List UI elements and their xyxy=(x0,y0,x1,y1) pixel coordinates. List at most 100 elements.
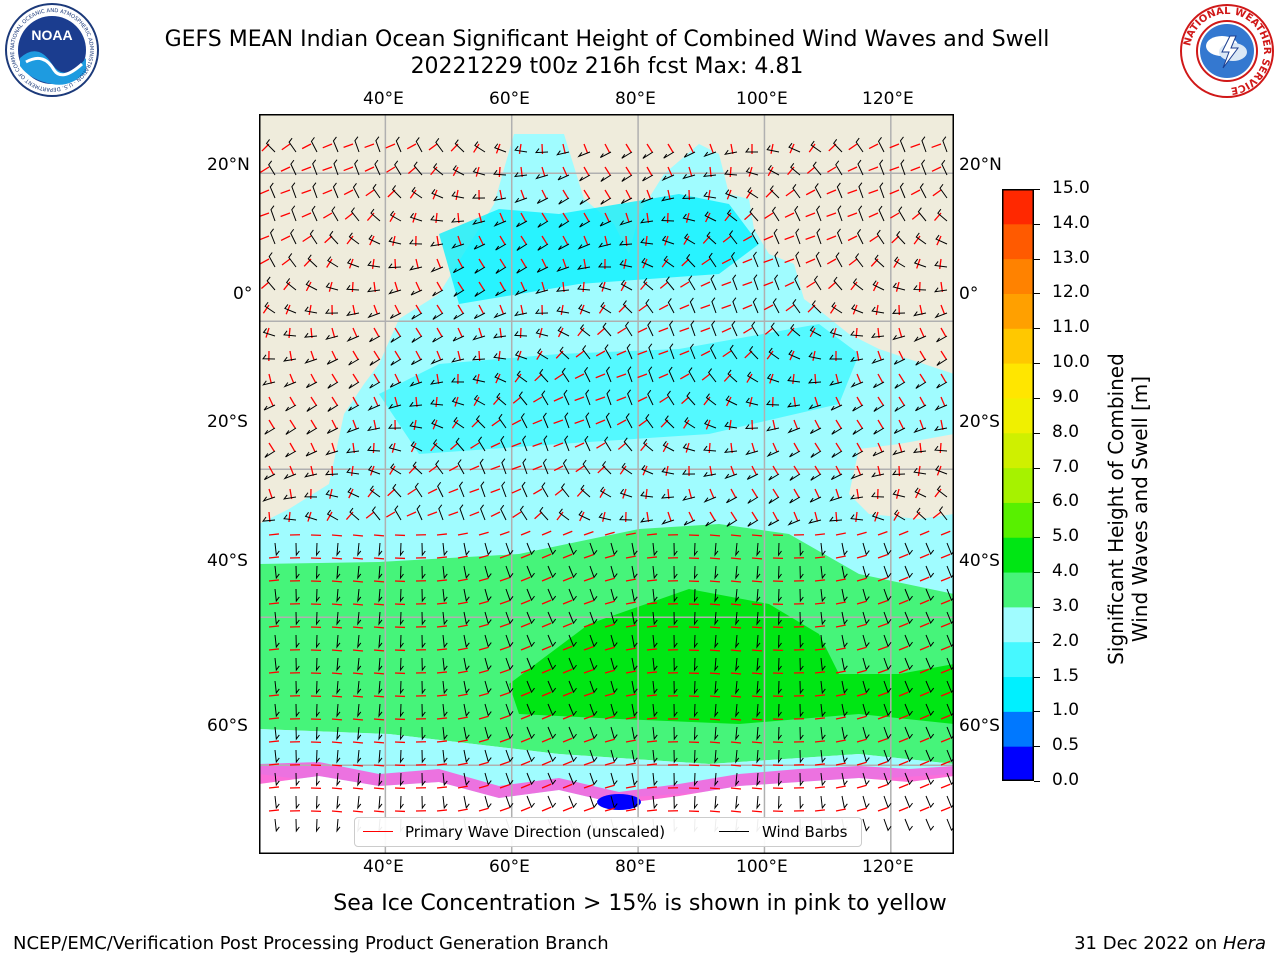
wave-direction-arrow xyxy=(371,258,375,269)
wind-barb xyxy=(589,749,598,763)
colorbar-tick-label: 15.0 xyxy=(1052,178,1090,198)
wave-direction-arrow xyxy=(751,626,763,629)
wind-barb xyxy=(369,485,381,498)
wind-barb xyxy=(792,298,801,314)
wind-barb xyxy=(579,220,591,228)
wind-barb xyxy=(652,749,658,764)
wave-direction-arrow xyxy=(679,327,690,332)
wind-barb xyxy=(829,380,843,386)
wind-barb xyxy=(852,278,864,291)
wind-barb xyxy=(756,795,761,810)
wind-barb xyxy=(327,256,339,268)
wave-direction-arrow xyxy=(259,235,270,241)
wave-direction-arrow xyxy=(268,373,273,384)
wind-barb xyxy=(673,703,678,718)
wind-barb xyxy=(268,160,276,176)
wave-direction-arrow xyxy=(709,672,721,675)
wind-barb xyxy=(899,182,906,199)
wind-barb xyxy=(851,304,864,314)
wind-barb xyxy=(336,657,341,672)
wind-barb xyxy=(557,326,570,337)
wind-barb xyxy=(753,274,759,291)
wind-barb xyxy=(585,412,591,429)
wave-direction-arrow xyxy=(352,649,364,652)
wind-barb xyxy=(770,322,780,337)
wind-barb xyxy=(493,220,507,227)
wave-direction-arrow xyxy=(940,760,951,766)
wave-direction-arrow xyxy=(583,623,594,628)
wave-direction-arrow xyxy=(940,350,947,360)
wind-barb xyxy=(777,795,782,810)
wave-direction-arrow xyxy=(373,741,385,744)
wave-direction-arrow xyxy=(499,304,505,315)
wind-barb xyxy=(274,772,280,787)
wind-barb xyxy=(459,504,465,521)
wave-direction-arrow xyxy=(541,553,552,559)
wave-direction-arrow xyxy=(913,235,921,245)
wave-direction-arrow xyxy=(322,189,333,195)
wind-barb xyxy=(411,358,423,366)
wind-barb xyxy=(841,611,848,625)
wave-direction-arrow xyxy=(520,189,526,200)
wave-direction-arrow xyxy=(835,808,846,812)
wind-barb xyxy=(756,680,761,695)
wind-barb xyxy=(623,437,633,452)
wave-direction-arrow xyxy=(553,419,564,425)
wind-barb xyxy=(669,320,675,337)
wind-barb xyxy=(453,416,465,429)
wave-direction-arrow xyxy=(268,488,273,499)
wave-direction-arrow xyxy=(868,143,879,150)
wind-barb xyxy=(500,504,507,521)
wind-barb xyxy=(808,518,822,524)
wave-direction-arrow xyxy=(331,350,337,361)
wind-barb xyxy=(378,703,383,718)
wave-direction-arrow xyxy=(268,396,274,407)
wind-barb xyxy=(547,703,557,717)
wind-barb xyxy=(579,174,591,182)
wind-barb xyxy=(432,289,444,297)
wind-barb xyxy=(663,151,675,159)
wave-direction-arrow xyxy=(604,669,615,674)
wind-barb xyxy=(303,332,318,338)
wave-direction-arrow xyxy=(809,327,816,338)
wind-barb xyxy=(904,680,913,694)
wind-barb xyxy=(463,726,470,740)
wind-barb xyxy=(631,749,638,763)
wave-direction-arrow xyxy=(490,465,501,471)
wave-direction-arrow xyxy=(701,258,711,266)
wave-direction-arrow xyxy=(331,787,343,790)
wind-barb xyxy=(561,367,570,383)
wave-direction-arrow xyxy=(541,760,552,766)
wind-barb xyxy=(820,611,826,626)
wave-direction-arrow xyxy=(436,671,448,674)
wind-barb xyxy=(913,467,927,475)
wind-barb xyxy=(904,726,913,740)
wave-direction-arrow xyxy=(352,304,356,315)
wave-direction-arrow xyxy=(436,740,448,743)
wind-barb xyxy=(295,726,300,741)
wave-direction-arrow xyxy=(772,465,779,475)
wave-direction-arrow xyxy=(646,671,658,674)
wave-direction-arrow xyxy=(622,488,627,499)
wave-direction-arrow xyxy=(574,373,585,380)
wave-direction-arrow xyxy=(406,511,417,517)
wave-direction-arrow xyxy=(389,465,396,475)
footer-host: Hera xyxy=(1222,933,1266,954)
wind-barb xyxy=(285,450,297,458)
wind-barb xyxy=(378,542,383,557)
wind-barb xyxy=(790,163,801,176)
wave-direction-arrow xyxy=(457,693,468,697)
wind-barb xyxy=(894,381,906,389)
wind-barb xyxy=(661,467,675,475)
wind-barb xyxy=(919,183,927,199)
wind-barb xyxy=(442,726,448,741)
wind-barb xyxy=(430,379,444,385)
wind-barb xyxy=(725,189,738,199)
wave-direction-arrow xyxy=(436,786,448,789)
wind-barb xyxy=(547,726,557,740)
wind-barb xyxy=(453,266,465,274)
lat-tick-left: 60°S xyxy=(207,716,248,736)
wind-barb xyxy=(857,159,864,176)
wind-barb xyxy=(514,145,528,153)
wave-direction-arrow xyxy=(625,189,632,200)
